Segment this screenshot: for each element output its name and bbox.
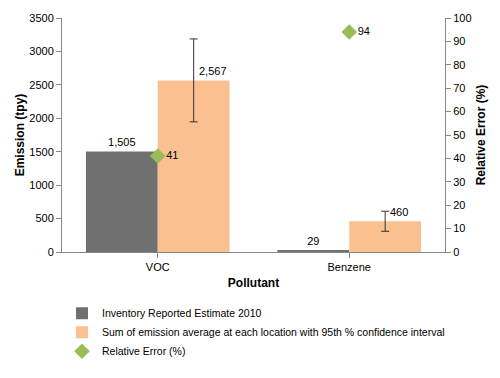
svg-text:60: 60: [453, 105, 465, 117]
svg-text:90: 90: [453, 35, 465, 47]
svg-text:1000: 1000: [29, 179, 53, 191]
svg-text:2500: 2500: [29, 79, 53, 91]
svg-text:Relative Error (%): Relative Error (%): [102, 345, 185, 357]
svg-text:3000: 3000: [29, 45, 53, 57]
svg-text:2000: 2000: [29, 112, 53, 124]
svg-text:VOC: VOC: [146, 261, 170, 273]
svg-text:10: 10: [453, 222, 465, 234]
svg-text:40: 40: [453, 152, 465, 164]
svg-text:0: 0: [453, 246, 459, 258]
svg-text:1,505: 1,505: [108, 136, 136, 148]
svg-text:41: 41: [166, 149, 178, 161]
svg-text:100: 100: [453, 12, 471, 24]
svg-text:Sum of emission average at eac: Sum of emission average at each location…: [102, 326, 445, 338]
svg-text:1500: 1500: [29, 146, 53, 158]
svg-text:2,567: 2,567: [199, 65, 227, 77]
svg-text:3500: 3500: [29, 12, 53, 24]
svg-text:Relative Error (%): Relative Error (%): [474, 85, 488, 186]
svg-text:Emission (tpy): Emission (tpy): [13, 94, 27, 177]
svg-text:30: 30: [453, 176, 465, 188]
svg-text:80: 80: [453, 59, 465, 71]
svg-text:50: 50: [453, 129, 465, 141]
svg-text:70: 70: [453, 82, 465, 94]
svg-text:20: 20: [453, 199, 465, 211]
svg-text:460: 460: [390, 206, 408, 218]
svg-text:29: 29: [307, 235, 319, 247]
svg-text:Inventory Reported Estimate 20: Inventory Reported Estimate 2010: [102, 307, 262, 319]
svg-text:500: 500: [35, 212, 53, 224]
svg-text:94: 94: [358, 25, 370, 37]
svg-text:Benzene: Benzene: [328, 261, 371, 273]
svg-text:0: 0: [48, 246, 54, 258]
svg-text:Pollutant: Pollutant: [228, 276, 279, 290]
